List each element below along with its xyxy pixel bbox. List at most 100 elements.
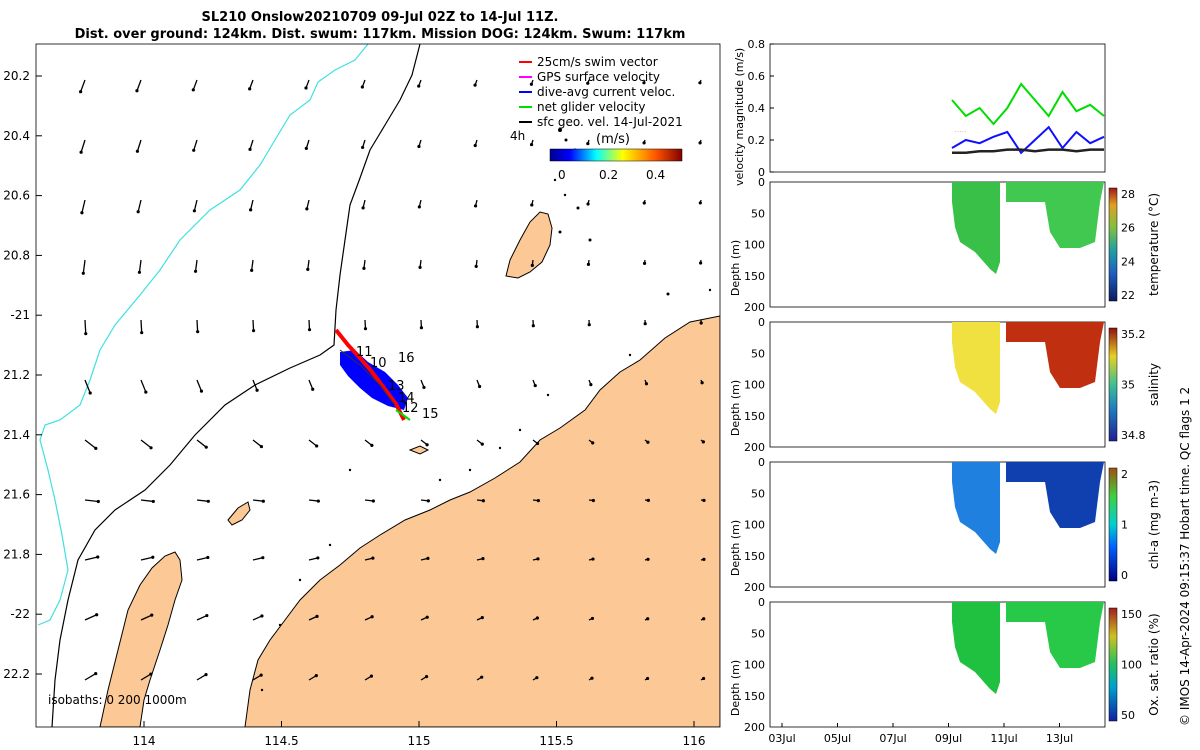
- velocity-arrow: [80, 139, 86, 153]
- depth-tick-label: 50: [751, 627, 765, 640]
- section-data-a: [952, 462, 1000, 554]
- velocity-arrowhead: [529, 142, 534, 147]
- velocity-arrowhead: [135, 149, 140, 153]
- velocity-arrow: [308, 319, 311, 330]
- lon-tick-label: 116: [683, 734, 706, 748]
- velocity-arrow: [196, 319, 199, 332]
- velocity-arrowhead: [475, 325, 479, 329]
- lon-tick-label: 114: [133, 734, 156, 748]
- mainland-land: [244, 315, 720, 727]
- velocity-arrow: [249, 139, 254, 150]
- velocity-arrow: [140, 439, 152, 449]
- velocity-arrowhead: [150, 613, 154, 617]
- velocity-arrowhead: [417, 84, 421, 88]
- velocity-arrow: [140, 614, 153, 621]
- day-label: 11: [356, 345, 373, 360]
- velocity-arrowhead: [591, 498, 595, 503]
- velocity-arrowhead: [699, 321, 703, 325]
- velocity-arrowhead: [315, 444, 319, 448]
- velocity-arrowhead: [426, 499, 430, 503]
- velocity-arrow: [84, 499, 99, 503]
- net-velocity-track: [395, 409, 411, 421]
- velocity-arrow: [136, 139, 142, 152]
- day-label: 10: [370, 356, 387, 371]
- depth-tick-label: 150: [744, 550, 765, 563]
- section-ylabel: Depth (m): [729, 380, 742, 436]
- swim-vector-track: [334, 328, 406, 421]
- velocity-arrowhead: [642, 261, 647, 265]
- velocity-arrow: [252, 379, 258, 391]
- velocity-arrowhead: [314, 674, 318, 678]
- velocity-arrowhead: [149, 446, 153, 450]
- section-data-b: [1006, 602, 1104, 668]
- velocity-arrowhead: [530, 203, 534, 207]
- section-colorbar: [1108, 467, 1118, 582]
- velocity-arrowhead: [95, 613, 99, 617]
- colorbar-tick: 0.2: [599, 168, 618, 182]
- velocity-arrowhead: [535, 616, 539, 620]
- depth-tick-label: 200: [744, 301, 765, 314]
- velocity-yticks: 0 0.2 0.4 0.6 0.8: [748, 38, 774, 179]
- velocity-arrowhead: [306, 267, 310, 271]
- velocity-arrowhead: [422, 385, 426, 390]
- velocity-arrowhead: [642, 141, 646, 145]
- velocity-arrowhead: [307, 328, 312, 332]
- lat-tick-label: -22: [10, 607, 30, 621]
- velocity-arrowhead: [536, 499, 540, 503]
- cbar-tick-label: 0: [1121, 569, 1128, 582]
- depth-tick-label: 0: [758, 596, 765, 609]
- velocity-arrow: [140, 673, 152, 681]
- section-ylabel: Depth (m): [729, 240, 742, 296]
- velocity-arrow: [84, 439, 97, 449]
- velocity-arrow: [82, 259, 86, 274]
- velocity-arrowhead: [304, 86, 308, 90]
- latitude-ticks: 20.2 20.4 20.6 20.8 -21 21.2 21.4 21.6 21.8 -22 22…: [3, 69, 42, 681]
- legend-label: sfc geo. vel. 14-Jul-2021: [537, 115, 683, 129]
- velocity-arrowhead: [206, 499, 210, 503]
- velocity-arrow: [80, 79, 86, 92]
- speed-colorbar: [549, 148, 683, 162]
- velocity-arrowhead: [259, 444, 264, 449]
- depth-tick-label: 0: [758, 316, 765, 329]
- velocity-arrow: [252, 319, 255, 331]
- velocity-arrowhead: [586, 262, 591, 266]
- velocity-series: [951, 82, 1105, 155]
- cbar-label: temperature (°C): [1147, 193, 1161, 296]
- velocity-arrowhead: [529, 82, 534, 86]
- velocity-arrow: [196, 499, 209, 502]
- depth-tick-label: 50: [751, 207, 765, 220]
- velocity-arrow: [140, 499, 154, 503]
- velocity-arrowhead: [701, 440, 705, 444]
- velocity-arrow: [249, 199, 254, 210]
- cbar-label: salinity: [1147, 363, 1161, 406]
- velocity-arrow: [140, 556, 153, 561]
- velocity-arrowhead: [701, 676, 706, 681]
- velocity-arrowhead: [698, 201, 702, 205]
- colorbar-tick: 0: [558, 168, 566, 182]
- chart-title-line1: SL210 Onslow20210709 09-Jul 02Z to 14-Ju…: [201, 10, 559, 25]
- velocity-arrowhead: [94, 446, 98, 451]
- velocity-arrowhead: [425, 443, 429, 447]
- depth-tick-label: 50: [751, 487, 765, 500]
- velocity-arrowhead: [702, 498, 706, 502]
- velocity-arrowhead: [305, 207, 309, 211]
- velocity-arrowhead: [587, 323, 591, 327]
- velocity-arrowhead: [419, 326, 424, 330]
- velocity-arrowhead: [135, 89, 139, 93]
- map-panel: 11 10 16 13 14 12 15 25cm/s swim vectorG…: [36, 44, 720, 727]
- sfc-track-line: [339, 349, 396, 406]
- velocity-arrow: [252, 557, 263, 561]
- section-data-b: [1006, 182, 1104, 248]
- velocity-arrowhead: [699, 261, 703, 265]
- velocity-arrowhead: [311, 387, 315, 391]
- velocity-line-0: [951, 82, 1105, 126]
- velocity-arrowhead: [480, 675, 484, 679]
- colorbar-ticks: 0 0.2 0.4: [558, 168, 665, 182]
- longitude-ticks: 114 114.5 115 115.5 116: [133, 721, 706, 748]
- velocity-ytick-label: 0: [758, 166, 765, 179]
- velocity-arrow: [193, 139, 198, 151]
- velocity-arrowhead: [481, 499, 485, 503]
- surface-velocity-vectors: [79, 79, 706, 681]
- lat-tick-label: -21: [10, 308, 30, 322]
